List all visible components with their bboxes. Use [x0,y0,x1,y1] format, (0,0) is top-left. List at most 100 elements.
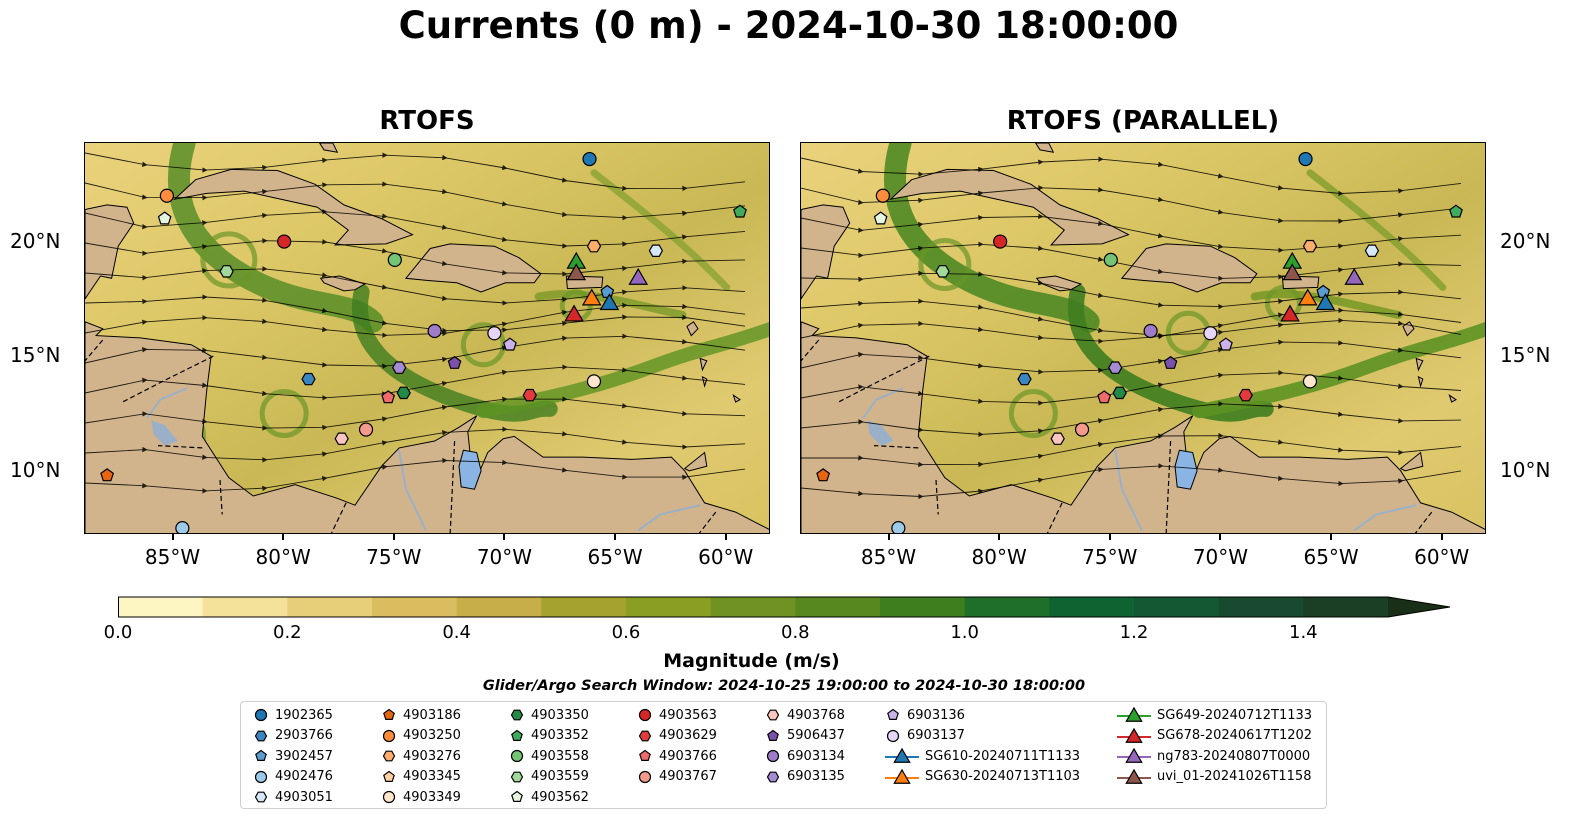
observation-marker-ng783-20240807T0000[interactable] [628,267,649,285]
observation-marker-4903186[interactable] [100,468,115,482]
observation-marker-4903349[interactable] [1302,374,1318,389]
colorbar-segment [1218,597,1304,617]
river [1353,504,1417,532]
observation-marker-4903250[interactable] [159,188,174,203]
legend-entry: 4903349 [381,787,461,807]
observation-marker-SG678-20240617T1202[interactable] [564,304,584,322]
streamline [801,339,1462,375]
observation-marker-4903767[interactable] [1074,422,1090,437]
observation-marker-4903349[interactable] [586,374,602,389]
observation-marker-4903559[interactable] [219,265,234,278]
observation-marker-6903137[interactable] [487,326,502,341]
observation-marker-4902476[interactable] [175,521,190,534]
legend-label: 4903051 [275,789,333,805]
observation-marker-4903352[interactable] [733,204,747,218]
legend-marker-icon [382,791,396,804]
observation-marker-4903766[interactable] [381,390,396,404]
legend-entry: 6903134 [765,746,845,766]
observation-marker-4903276[interactable] [1302,239,1318,253]
legend-entry: 4903768 [765,705,845,725]
observation-marker-4903563[interactable] [993,234,1008,249]
legend-entry: 4903559 [509,767,589,787]
legend-marker-icon [766,771,780,783]
observation-marker-4903629[interactable] [1238,388,1253,402]
observation-marker-4903768[interactable] [334,432,349,445]
observation-marker-6903134[interactable] [427,323,442,339]
observation-marker-4903558[interactable] [387,252,402,268]
observation-marker-6903136[interactable] [502,337,517,351]
observation-marker-4903186[interactable] [816,468,831,482]
observation-marker-1902365[interactable] [1298,151,1313,167]
observation-marker-4903250[interactable] [875,188,890,203]
lon-tick-label: 65°W [1303,545,1359,569]
observation-marker-4902476[interactable] [891,521,906,534]
legend-entry: 4903563 [637,705,717,725]
observation-marker-6903136[interactable] [1218,337,1233,351]
observation-marker-4903350[interactable] [396,386,411,400]
legend-label: 4903186 [403,707,461,723]
lon-tick-label: 75°W [366,545,422,569]
observation-marker-4903559[interactable] [935,265,950,278]
observation-marker-6903135[interactable] [1108,361,1123,374]
lon-tick-mark [171,534,174,540]
legend-marker-icon [510,709,524,721]
country-border [1046,502,1063,533]
observation-marker-SG610-20240711T1133[interactable] [599,293,620,311]
lat-tick-label-right: 10°N [1500,457,1551,482]
observation-marker-SG610-20240711T1133[interactable] [1315,293,1336,311]
legend-label: SG610-20240711T1133 [925,748,1081,764]
observation-marker-4903558[interactable] [1103,252,1118,268]
legend-marker-icon [638,708,652,722]
colorbar-segment [202,597,288,617]
observation-marker-2903766[interactable] [1017,372,1032,386]
observation-marker-4903352[interactable] [1449,204,1463,218]
country-border [1414,511,1433,533]
observation-marker-uvi_01-20241026T1158[interactable] [1282,263,1303,281]
observation-marker-5906437[interactable] [1163,355,1178,369]
observation-marker-4903350[interactable] [1112,386,1127,400]
map-panel-rtofs-parallel[interactable] [800,142,1486,534]
observation-marker-4903767[interactable] [358,422,374,437]
legend-entry: 4903350 [509,705,589,725]
observation-marker-4903051[interactable] [1364,244,1380,258]
observation-marker-4903766[interactable] [1097,390,1112,404]
observation-marker-SG630-20240713T1103[interactable] [1297,288,1318,306]
current-map-svg[interactable] [801,143,1486,534]
legend-marker-icon [510,771,524,783]
observation-marker-4903629[interactable] [522,388,537,402]
observation-marker-SG678-20240617T1202[interactable] [1280,304,1300,322]
observation-marker-6903137[interactable] [1203,326,1218,341]
legend-label: 4903250 [403,728,461,744]
legend-entry: ng783-20240807T0000 [1117,746,1310,766]
current-map-svg[interactable] [85,143,770,534]
land-mass [1035,143,1055,153]
legend-marker-icon [254,730,268,741]
streamline [85,457,746,494]
observation-marker-4903563[interactable] [277,234,292,249]
legend-entry: SG630-20240713T1103 [885,767,1080,787]
legend-marker-icon [382,729,396,742]
observation-marker-6903135[interactable] [392,361,407,374]
observation-marker-4903562[interactable] [157,211,172,225]
observation-marker-1902365[interactable] [582,151,597,167]
observation-marker-4903051[interactable] [648,244,664,258]
legend-label: 6903136 [907,707,965,723]
legend-label: SG630-20240713T1103 [925,769,1081,785]
observation-marker-uvi_01-20241026T1158[interactable] [566,263,587,281]
legend-label: 2903766 [275,728,333,744]
observation-marker-ng783-20240807T0000[interactable] [1344,267,1365,285]
observation-marker-2903766[interactable] [301,372,316,386]
map-panel-rtofs[interactable] [84,142,770,534]
legend-entry: 3902457 [253,746,333,766]
legend-marker-icon [255,749,267,762]
panel-title-rtofs-parallel: RTOFS (PARALLEL) [1006,106,1280,136]
observation-marker-SG630-20240713T1103[interactable] [581,288,602,306]
colorbar-tick-label: 0.2 [273,622,302,643]
observation-marker-4903562[interactable] [873,211,888,225]
land-mass [85,204,135,300]
observation-marker-5906437[interactable] [447,355,462,369]
streamline [85,266,746,306]
observation-marker-6903134[interactable] [1143,323,1158,339]
observation-marker-4903276[interactable] [586,239,602,253]
observation-marker-4903768[interactable] [1050,432,1065,445]
